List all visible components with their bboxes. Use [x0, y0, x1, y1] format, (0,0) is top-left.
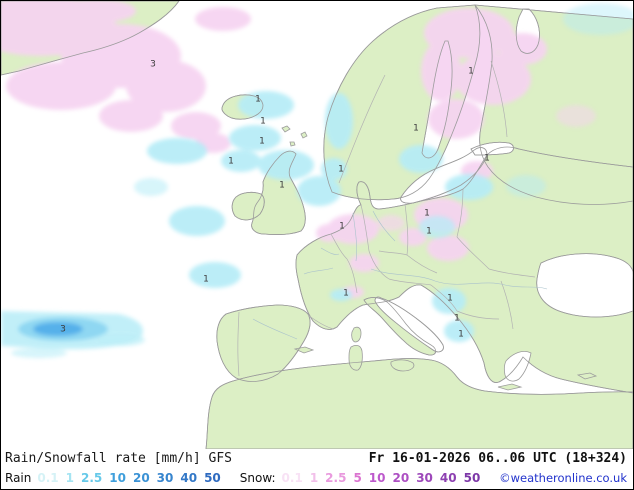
scale-value: 0.1 [37, 471, 59, 485]
river-lines [252, 210, 548, 340]
scale-value: 1 [65, 471, 74, 485]
scale-value: 30 [156, 471, 174, 485]
copyright-link[interactable]: ©weatheronline.co.uk [499, 471, 627, 485]
scale-value: 2.5 [81, 471, 103, 485]
legend-bar: Rain/Snowfall rate [mm/h] GFS Fr 16-01-2… [1, 449, 633, 489]
scale-value: 10 [368, 471, 386, 485]
rain-precip-layer [1, 3, 633, 358]
scale-value: 40 [439, 471, 457, 485]
snow-scale-label: Snow: [239, 471, 276, 485]
border-lines [237, 60, 536, 377]
snow-precip-layer [1, 1, 596, 298]
forecast-datetime: Fr 16-01-2026 06..06 UTC (18+324) [368, 451, 627, 466]
scale-value: 10 [109, 471, 126, 485]
precip-scale-group: Rain 0.1 1 2.5 10 20 30 40 50 Snow: 0.1 1 2.5 5 10 2… [5, 467, 487, 486]
scale-value: 5 [353, 471, 362, 485]
scale-value: 40 [180, 471, 198, 485]
scale-value: 2.5 [325, 471, 347, 485]
scale-value: 50 [463, 471, 481, 485]
scale-value: 50 [204, 471, 221, 485]
scale-value: 30 [416, 471, 433, 485]
rain-scale: 0.1 1 2.5 10 20 30 40 50 [37, 467, 227, 486]
scale-value: 1 [309, 471, 319, 485]
scale-value: 0.1 [281, 471, 303, 485]
legend-title: Rain/Snowfall rate [mm/h] GFS [5, 451, 232, 466]
scale-value: 20 [132, 471, 150, 485]
scale-value: 20 [392, 471, 410, 485]
rain-scale-label: Rain [5, 471, 32, 485]
europe-weather-map [1, 1, 633, 449]
snow-scale: 0.1 1 2.5 5 10 20 30 40 50 [282, 467, 488, 486]
